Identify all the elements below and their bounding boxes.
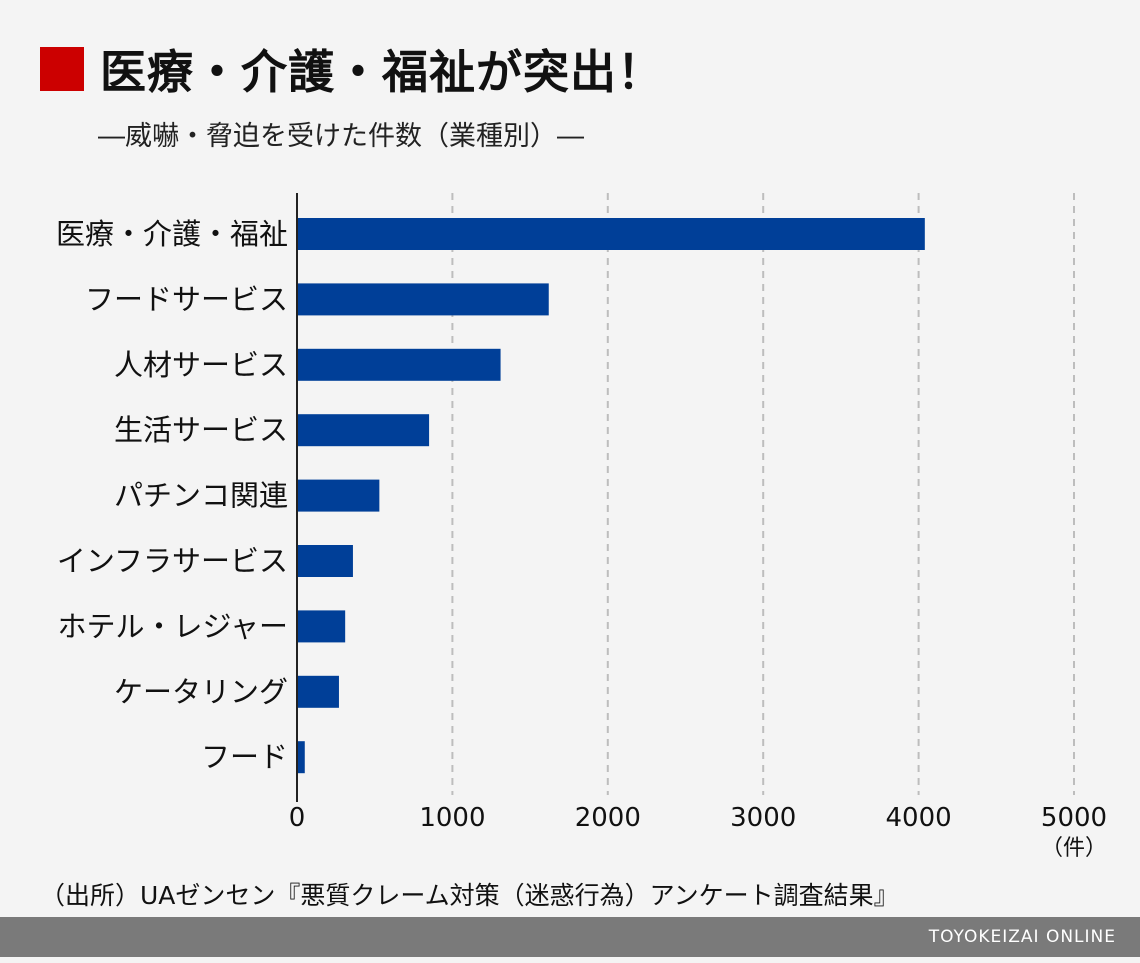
category-label: フード [201,740,288,774]
chart-title: 医療・介護・福祉が突出！ [100,45,664,99]
category-label: フードサービス [85,282,288,316]
source-note: （出所）UAゼンセン『悪質クレーム対策（迷惑行為）アンケート調査結果』 [40,881,899,910]
tick-label: 1000 [419,803,485,833]
bar [297,741,305,774]
bar [297,610,346,643]
title-row: 医療・介護・福祉が突出！ [40,38,664,100]
x-unit-label: （件） [1041,836,1107,861]
bar [297,545,353,577]
category-label: 医療・介護・福祉 [56,217,288,251]
category-label: インフラサービス [57,544,288,578]
brand-label: TOYOKEIZAI ONLINE [928,927,1116,947]
category-labels: 医療・介護・福祉フードサービス人材サービス生活サービスパチンコ関連インフラサービ… [56,217,288,774]
x-tick-labels: 0 1000 2000 3000 4000 5000 [289,803,1107,833]
tick-label: 4000 [886,803,952,833]
bar [297,218,925,250]
title-marker-square [40,47,84,91]
grid-lines [451,193,1075,795]
category-label: ケータリング [114,675,288,709]
category-label: 人材サービス [114,348,288,382]
footer-bar: TOYOKEIZAI ONLINE [0,917,1140,957]
bar-chart: 医療・介護・福祉フードサービス人材サービス生活サービスパチンコ関連インフラサービ… [56,193,1107,861]
tick-label: 3000 [730,803,796,833]
tick-label: 0 [289,803,306,833]
bar [297,479,380,512]
bar [297,283,549,316]
bar [297,675,339,708]
tick-label: 2000 [575,803,641,833]
category-label: パチンコ関連 [114,479,288,513]
bar [297,348,501,381]
category-label: 生活サービス [114,413,288,447]
tick-label: 5000 [1041,803,1107,833]
bar [297,414,430,447]
category-label: ホテル・レジャー [57,609,288,643]
bars [297,218,925,774]
chart-subtitle: ―威嚇・脅迫を受けた件数（業種別）― [98,121,584,152]
